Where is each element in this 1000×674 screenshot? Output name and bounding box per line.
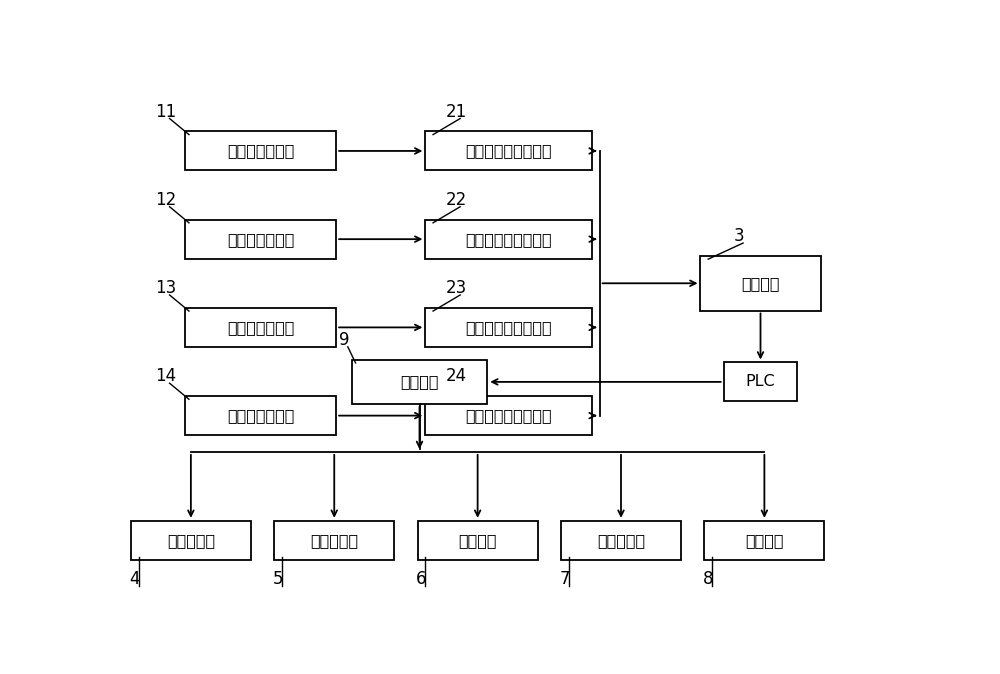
Text: 环境温度传感器: 环境温度传感器	[227, 320, 294, 335]
Bar	[185, 131, 336, 171]
Bar	[185, 396, 336, 435]
Text: 22: 22	[446, 191, 467, 209]
Text: 除尘加热器: 除尘加热器	[597, 532, 645, 548]
Text: 4: 4	[129, 570, 140, 588]
Text: 物料温度信号处理器: 物料温度信号处理器	[465, 144, 552, 158]
Bar	[425, 131, 592, 171]
Text: 物料温度传感器: 物料温度传感器	[227, 144, 294, 158]
Bar	[274, 521, 394, 559]
Text: 物料加热器: 物料加热器	[167, 532, 215, 548]
Text: 3: 3	[734, 227, 744, 245]
Text: 供氧加热器: 供氧加热器	[310, 532, 358, 548]
Text: 23: 23	[446, 279, 467, 297]
Bar	[700, 256, 821, 311]
Bar	[131, 521, 251, 559]
Bar	[704, 521, 824, 559]
Text: 14: 14	[155, 367, 176, 386]
Text: 环境温度信号处理器: 环境温度信号处理器	[465, 320, 552, 335]
Text: 21: 21	[446, 102, 467, 121]
Text: 11: 11	[155, 102, 176, 121]
Text: 24: 24	[446, 367, 467, 386]
Text: 12: 12	[155, 191, 176, 209]
Text: 7: 7	[560, 570, 570, 588]
Text: 废气温度传感器: 废气温度传感器	[227, 408, 294, 423]
Bar	[425, 220, 592, 259]
Text: 搞拌装置: 搞拌装置	[745, 532, 784, 548]
Text: 废气温度信号处理器: 废气温度信号处理器	[465, 408, 552, 423]
Text: 13: 13	[155, 279, 176, 297]
Bar	[724, 363, 797, 401]
Text: PLC: PLC	[746, 374, 775, 390]
Bar	[352, 360, 487, 404]
Bar	[185, 220, 336, 259]
Bar	[185, 308, 336, 347]
Text: 排风装置: 排风装置	[458, 532, 497, 548]
Text: 5: 5	[273, 570, 283, 588]
Text: 输出模块: 输出模块	[400, 374, 439, 390]
Text: 9: 9	[339, 331, 349, 349]
Bar	[418, 521, 538, 559]
Text: 输入模块: 输入模块	[741, 276, 780, 290]
Bar	[425, 396, 592, 435]
Text: 供氧温度信息处理器: 供氧温度信息处理器	[465, 232, 552, 247]
Bar	[561, 521, 681, 559]
Text: 供氧温度传感器: 供氧温度传感器	[227, 232, 294, 247]
Text: 8: 8	[703, 570, 713, 588]
Bar	[425, 308, 592, 347]
Text: 6: 6	[416, 570, 427, 588]
